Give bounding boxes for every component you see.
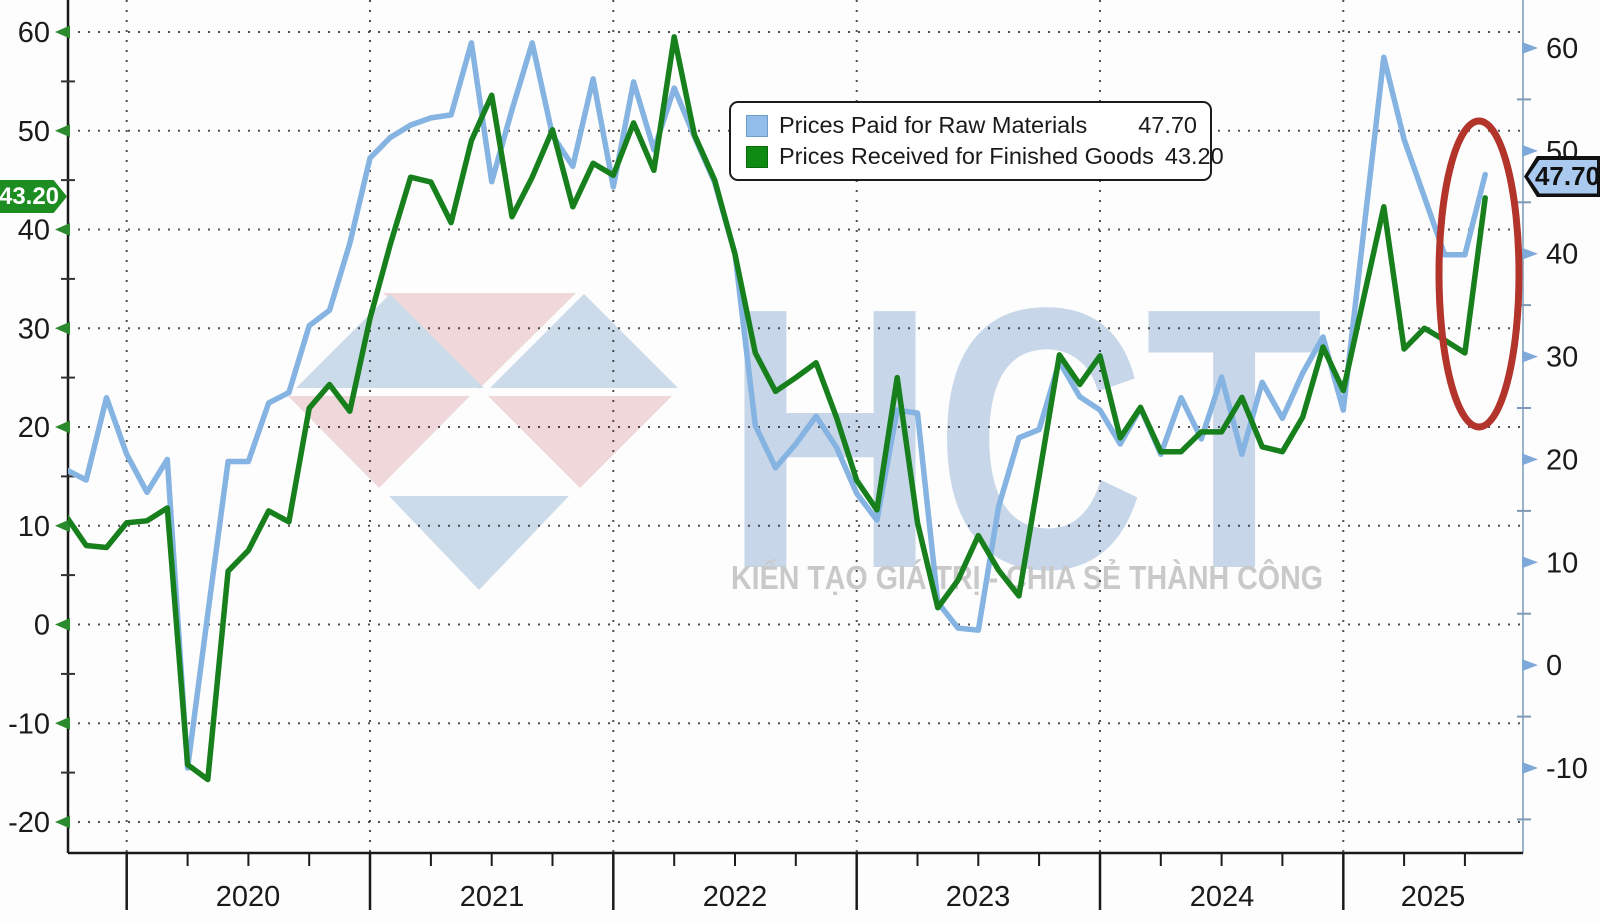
- left-axis-tick-label: 40: [18, 215, 50, 247]
- right-axis-arrow: [1522, 247, 1538, 260]
- x-axis-year-label: 2020: [216, 881, 281, 913]
- right-axis-value-tag: 47.70: [1524, 156, 1600, 197]
- legend-label: Prices Paid for Raw Materials: [779, 111, 1088, 138]
- right-axis-tag-fill: [1528, 159, 1597, 194]
- x-axis-year-label: 2022: [703, 881, 768, 913]
- left-axis-tick-label: 60: [18, 17, 50, 49]
- right-axis-arrow: [1522, 350, 1538, 363]
- x-axis-year-label: 2024: [1190, 881, 1255, 913]
- highlight-ellipse: [1435, 117, 1523, 431]
- legend-value: 43.20: [1164, 142, 1224, 169]
- right-axis-tick-label: 40: [1546, 239, 1578, 271]
- right-axis-tick-label: 30: [1546, 342, 1578, 374]
- x-axis-year-label: 2025: [1401, 881, 1466, 913]
- right-axis-tick-label: 60: [1546, 33, 1578, 65]
- right-axis-tick-label: 20: [1546, 444, 1578, 476]
- series-prices-received-line: [68, 34, 1488, 783]
- legend-item-prices-received: Prices Received for Finished Goods 43.20: [746, 142, 1224, 169]
- left-axis-arrow: [55, 25, 70, 39]
- left-axis-value-tag: 43.20: [0, 180, 67, 213]
- right-axis-tick-label: 10: [1546, 547, 1578, 579]
- hct-logo-triangle: [389, 496, 569, 590]
- hct-logo-triangle: [296, 294, 484, 388]
- right-axis-arrow: [1522, 42, 1538, 54]
- legend-item-prices-paid: Prices Paid for Raw Materials 47.70: [746, 111, 1197, 138]
- series-prices-paid-line: [68, 40, 1488, 771]
- left-axis-tick-label: 20: [18, 412, 50, 444]
- left-axis-value: 43.20: [0, 182, 60, 210]
- left-axis-tick-label: -20: [8, 807, 50, 839]
- hct-logo-triangle: [488, 396, 672, 488]
- legend-label: Prices Received for Finished Goods: [779, 142, 1154, 169]
- legend-swatch-prices-paid: [746, 114, 768, 137]
- left-axis-arrow: [55, 519, 70, 533]
- right-axis-arrow: [1522, 762, 1538, 774]
- left-axis-arrow: [55, 420, 70, 434]
- right-axis-arrow: [1522, 659, 1538, 672]
- left-axis-tick-label: 10: [18, 511, 50, 543]
- left-axis-tick-label: 50: [18, 116, 50, 148]
- left-axis-tick-label: 30: [18, 313, 50, 345]
- left-axis-arrow: [55, 223, 70, 236]
- left-axis-arrow: [55, 618, 70, 631]
- gridlines: [68, 0, 1523, 853]
- x-axis-year-label: 2021: [460, 881, 525, 913]
- left-axis-arrow: [55, 815, 70, 829]
- x-axis-year-label: 2023: [946, 881, 1011, 913]
- left-axis-arrow: [55, 124, 70, 138]
- right-axis-value: 47.70: [1534, 161, 1600, 191]
- hct-logo-triangle: [490, 294, 678, 388]
- legend-value: 47.70: [1138, 111, 1197, 138]
- left-axis-arrow: [55, 321, 70, 335]
- legend: Prices Paid for Raw Materials 47.70 Pric…: [729, 101, 1224, 181]
- series-lines: [68, 34, 1488, 783]
- right-axis-arrow: [1522, 144, 1538, 157]
- left-axis-tick-label: -10: [8, 708, 50, 740]
- axes: 2020 2021 2022 2023 2024 2025 60 50 40 30 20 10 0 -10…: [8, 0, 1588, 913]
- left-axis-ticks: 60 50 40 30 20 10 0 -10 -20: [8, 17, 75, 839]
- legend-swatch-prices-received: [746, 145, 768, 168]
- left-axis-tick-label: 0: [34, 610, 50, 642]
- left-axis-arrow: [55, 716, 70, 730]
- hct-logo-triangle: [383, 293, 576, 389]
- hct-logo-triangle: [288, 396, 470, 488]
- right-axis-arrow: [1522, 453, 1538, 466]
- right-axis-tick-label: -10: [1546, 753, 1588, 785]
- right-axis-tick-label: 0: [1546, 650, 1562, 682]
- right-axis-arrow: [1522, 556, 1538, 569]
